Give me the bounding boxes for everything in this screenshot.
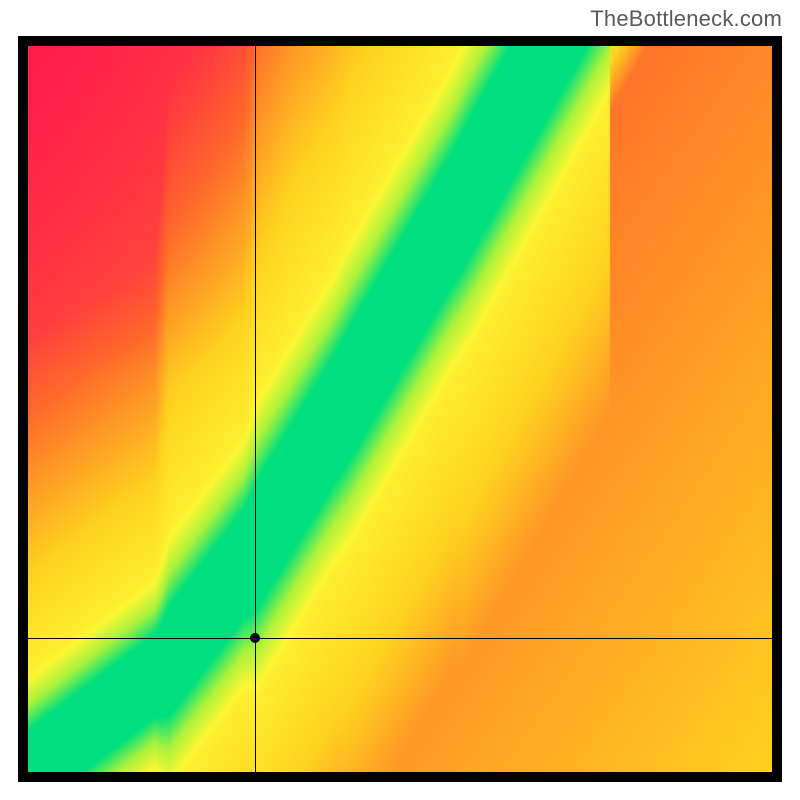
crosshair-vertical (255, 46, 256, 772)
watermark-text: TheBottleneck.com (590, 6, 782, 32)
crosshair-dot (250, 633, 260, 643)
crosshair-horizontal (28, 638, 772, 639)
plot-frame (18, 36, 782, 782)
chart-container: TheBottleneck.com (0, 0, 800, 800)
heatmap-canvas (28, 46, 772, 772)
